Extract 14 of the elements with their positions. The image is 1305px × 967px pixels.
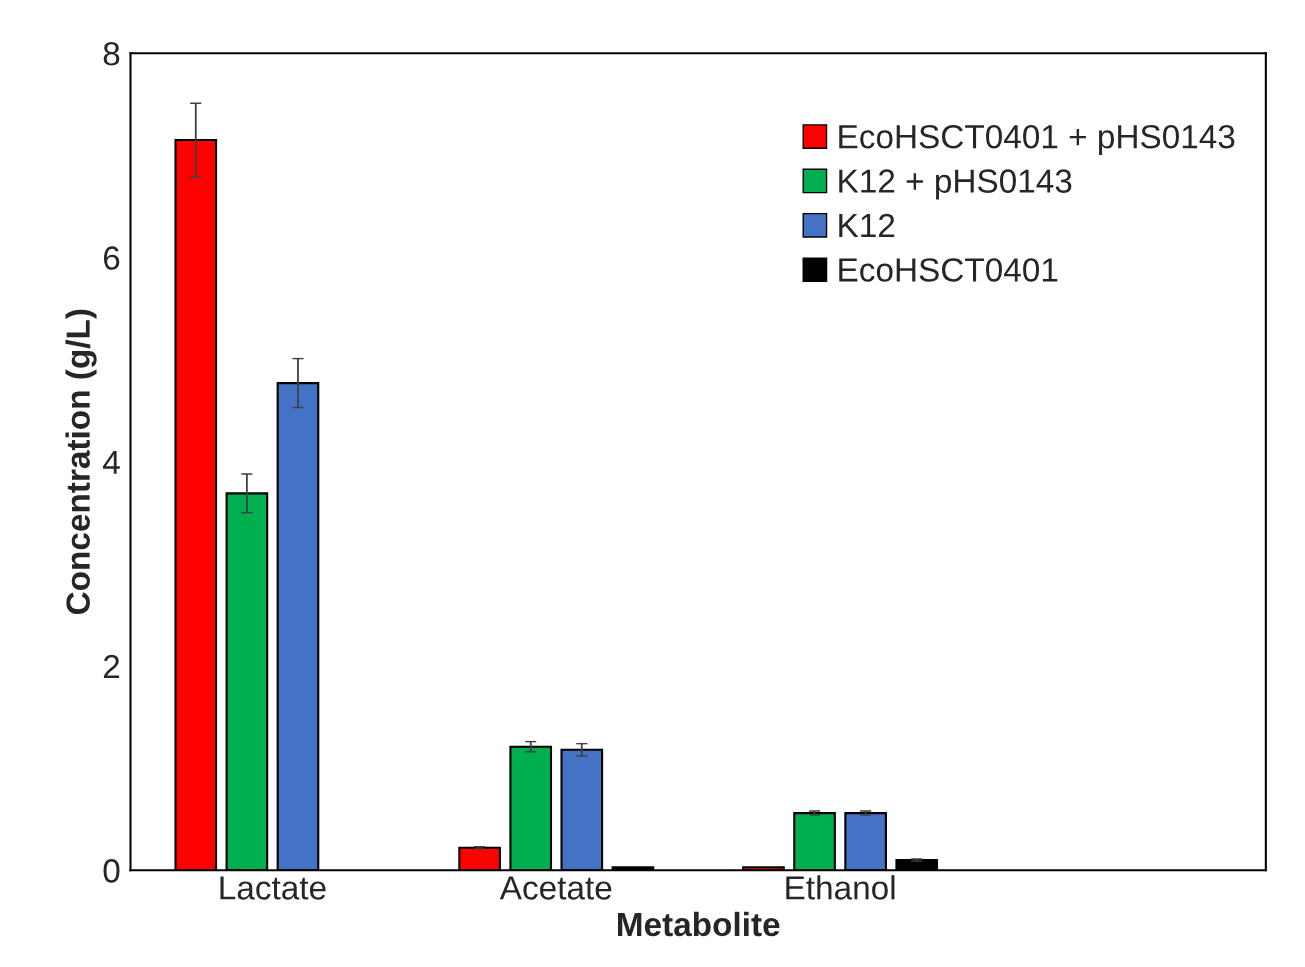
legend-label: K12 + pHS0143 bbox=[839, 169, 1072, 200]
legend-label: EcoHSCT0401 bbox=[839, 258, 1058, 282]
x-tick-label: Acetate bbox=[499, 876, 612, 900]
y-tick-label: 4 bbox=[103, 450, 120, 474]
legend-label: EcoHSCT0401 + pHS0143 bbox=[839, 124, 1235, 156]
y-tick-label: 6 bbox=[103, 246, 120, 270]
y-tick-label: 0 bbox=[103, 859, 120, 883]
x-tick-label: Lactate bbox=[220, 876, 326, 900]
y-tick-label: 8 bbox=[103, 41, 120, 66]
x-axis-title: Metabolite bbox=[618, 911, 780, 937]
legend-label: K12 bbox=[839, 213, 895, 238]
y-tick-label: 2 bbox=[103, 654, 120, 679]
y-axis-title: Concentration (g/L) bbox=[65, 309, 97, 615]
x-tick-label: Ethanol bbox=[786, 875, 895, 900]
